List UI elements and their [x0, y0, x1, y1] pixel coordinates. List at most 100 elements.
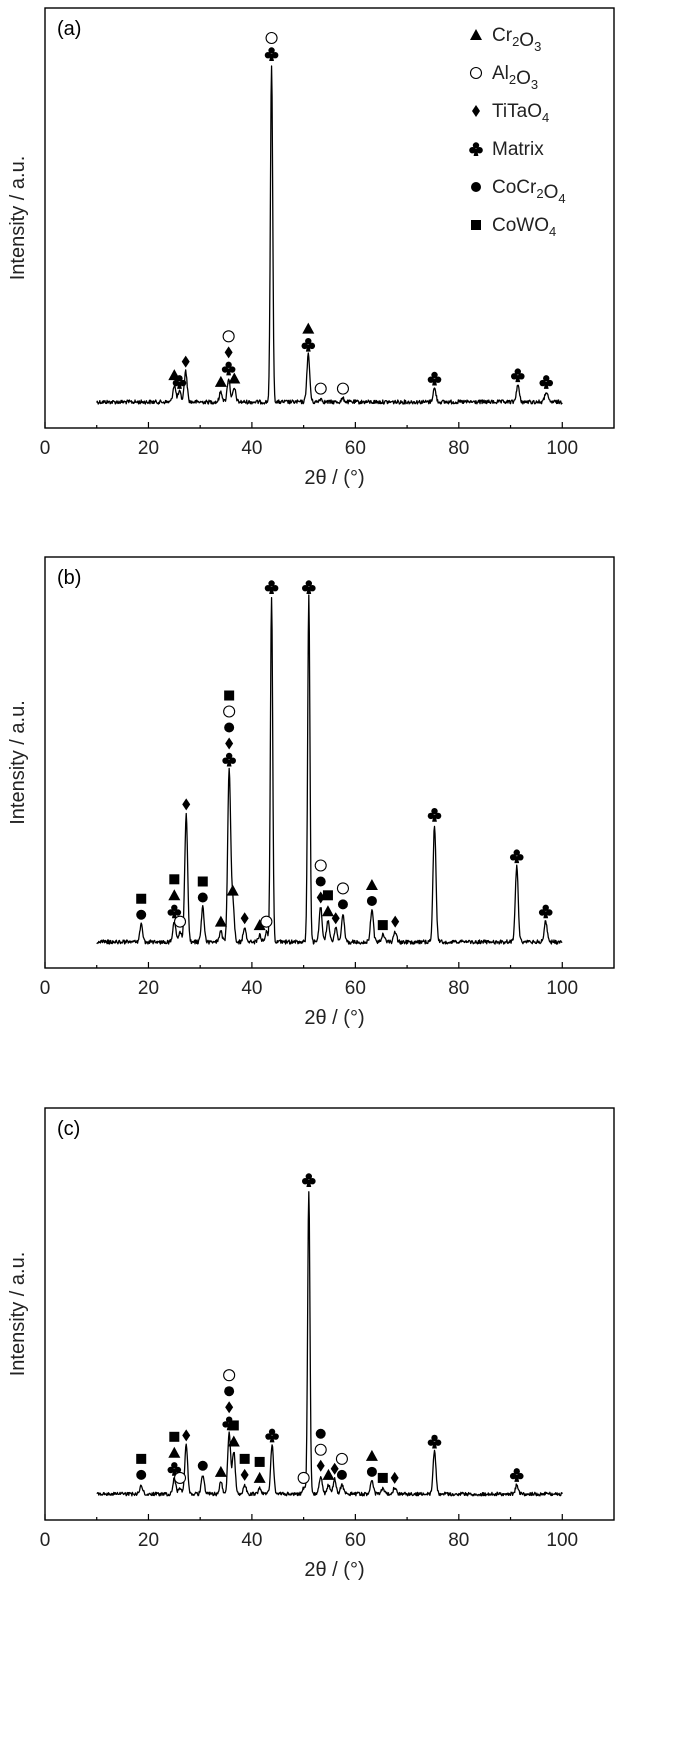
peak-marker-filled-circle: [197, 892, 208, 903]
x-tick-label: 60: [345, 1530, 366, 1551]
peak-marker-open-circle: [335, 1452, 348, 1465]
x-tick-label: 80: [448, 1530, 469, 1551]
peak-marker-square: [239, 1453, 250, 1464]
peak-marker-triangle: [302, 322, 315, 334]
peak-marker-filled-circle: [366, 895, 377, 906]
legend-entry: CoCr2O4: [492, 177, 566, 206]
peak-marker-open-circle: [314, 859, 327, 872]
peak-marker-club: [427, 371, 442, 386]
x-tick-label: 0: [40, 438, 51, 459]
peak-marker-square: [322, 890, 333, 901]
peak-marker-diamond: [316, 891, 325, 904]
peak-marker-club: [509, 849, 524, 864]
peak-marker-club: [302, 1173, 316, 1187]
legend-entry: Matrix: [492, 139, 544, 160]
legend-marker-filled-circle: [471, 182, 481, 192]
peak-marker-triangle: [253, 919, 266, 931]
peak-marker-club: [427, 1434, 442, 1449]
peak-marker-filled-circle: [336, 1469, 347, 1480]
peak-marker-filled-circle: [197, 1460, 208, 1471]
peak-marker-triangle: [365, 878, 378, 890]
peak-marker-club: [509, 1468, 524, 1482]
peak-marker-club: [264, 47, 279, 61]
peak-marker-diamond: [182, 1429, 191, 1442]
peak-marker-filled-circle: [136, 909, 147, 920]
x-tick-label: 40: [241, 438, 262, 459]
peak-marker-triangle: [214, 915, 227, 927]
peak-marker-open-circle: [336, 882, 349, 895]
xrd-panel-a: 0 20 40 60 80 100 2θ / (°) Intensity / a.u. (a) C…: [7, 7, 615, 489]
peak-marker-filled-circle: [136, 1469, 147, 1480]
x-tick-label: 80: [448, 978, 469, 999]
peak-marker-open-circle: [260, 915, 273, 928]
peak-marker-diamond: [181, 355, 190, 368]
peak-marker-open-circle: [173, 915, 187, 928]
x-tick-label: 100: [546, 1530, 578, 1551]
legend-entry: TiTaO4: [492, 101, 549, 125]
peak-marker-filled-circle: [366, 1466, 377, 1477]
peak-marker-triangle: [168, 889, 181, 901]
peak-marker-club: [539, 375, 554, 389]
x-tick-label: 40: [241, 1530, 262, 1551]
peak-marker-club: [302, 580, 316, 594]
peak-marker-club: [427, 808, 442, 822]
peak-marker-open-circle: [173, 1471, 187, 1484]
y-axis-label: Intensity / a.u.: [7, 1252, 29, 1377]
legend-marker-club: [469, 142, 483, 156]
peak-marker-club: [265, 1428, 279, 1443]
legend-marker-diamond: [472, 105, 480, 117]
peak-marker-club: [301, 337, 316, 352]
peak-marker-triangle: [168, 1446, 181, 1458]
xrd-panel-c: 0 20 40 60 80 100 2θ / (°) Intensity / a.u. (c): [7, 1107, 615, 1581]
peak-marker-open-circle: [223, 705, 236, 718]
legend-marker-square: [471, 220, 481, 230]
peak-marker-triangle: [322, 1468, 335, 1480]
peak-marker-club: [167, 904, 182, 919]
peak-marker-square: [377, 1472, 388, 1483]
peak-marker-open-circle: [223, 1369, 236, 1382]
peak-marker-open-circle: [314, 1443, 327, 1456]
peak-marker-club: [221, 361, 236, 376]
peak-marker-triangle: [214, 375, 227, 387]
peak-marker-open-circle: [336, 382, 349, 395]
peak-marker-filled-circle: [224, 722, 235, 733]
peak-marker-club: [538, 904, 553, 919]
peak-marker-triangle: [253, 1471, 266, 1483]
peak-marker-filled-circle: [224, 1386, 235, 1397]
x-axis-label: 2θ / (°): [304, 1007, 364, 1029]
peak-marker-diamond: [225, 1401, 234, 1414]
xrd-panel-b: 0 20 40 60 80 100 2θ / (°) Intensity / a.u. (b): [7, 556, 615, 1029]
peak-marker-club: [264, 580, 279, 594]
peak-marker-triangle: [214, 1465, 227, 1477]
peak-marker-triangle: [227, 1435, 240, 1447]
peak-marker-square: [169, 874, 180, 885]
x-tick-label: 100: [546, 978, 578, 999]
x-tick-label: 80: [448, 438, 469, 459]
peak-marker-square: [169, 1431, 180, 1442]
diffraction-trace: [96, 65, 563, 405]
x-tick-label: 0: [40, 978, 51, 999]
peak-marker-open-circle: [222, 330, 235, 343]
peak-marker-open-circle: [297, 1471, 310, 1484]
peak-marker-diamond: [391, 915, 400, 928]
peak-marker-diamond: [240, 912, 249, 925]
peak-marker-triangle: [321, 905, 334, 917]
peak-marker-square: [136, 893, 147, 904]
peak-marker-filled-circle: [337, 899, 348, 910]
peak-marker-club: [222, 752, 236, 767]
peak-marker-square: [197, 876, 208, 887]
peak-marker-open-circle: [265, 31, 278, 45]
x-tick-label: 20: [138, 978, 159, 999]
peak-marker-club: [172, 375, 187, 389]
x-tick-label: 0: [40, 1530, 51, 1551]
diffraction-trace: [96, 1191, 563, 1497]
peak-marker-triangle: [365, 1449, 378, 1461]
peak-marker-diamond: [224, 346, 233, 359]
legend-marker-triangle: [470, 29, 482, 40]
peak-marker-diamond: [182, 798, 191, 811]
peak-marker-square: [136, 1453, 147, 1464]
x-tick-label: 20: [138, 438, 159, 459]
peak-marker-square: [228, 1420, 239, 1431]
peak-marker-triangle: [228, 372, 241, 384]
